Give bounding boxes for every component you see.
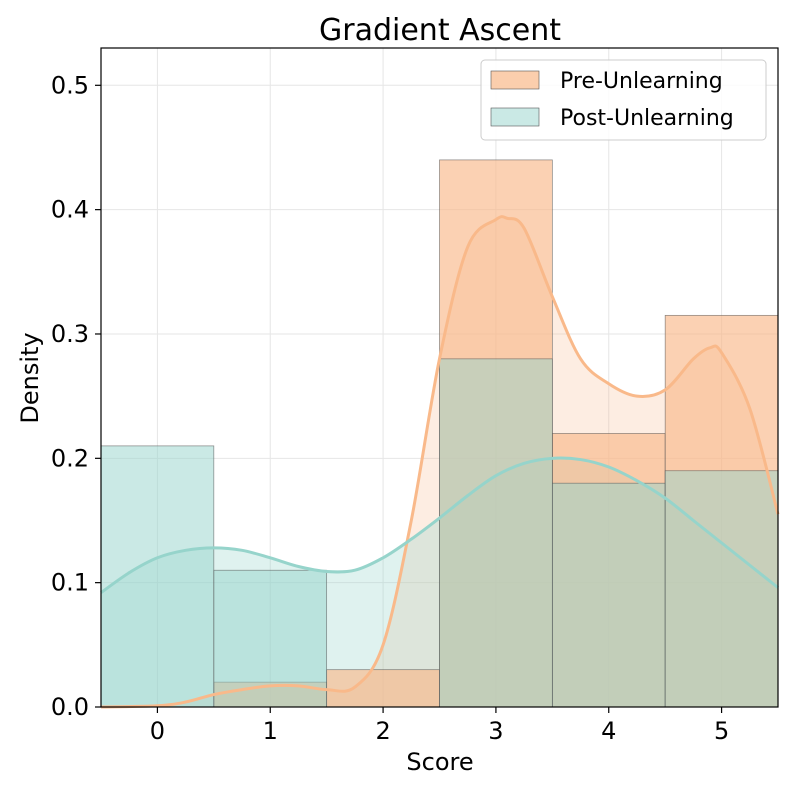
post-unlearning-bar — [664, 470, 779, 708]
y-tick-label: 0.2 — [51, 444, 89, 472]
x-tick-label: 5 — [714, 717, 729, 745]
legend: Pre-Unlearning Post-Unlearning — [480, 59, 767, 141]
y-tick-label: 0.4 — [51, 196, 89, 224]
y-tick-label: 0.3 — [51, 320, 89, 348]
x-tick-label: 0 — [150, 717, 165, 745]
post-unlearning-bar — [100, 445, 215, 708]
kde-curves — [100, 215, 780, 709]
plot-frame — [100, 47, 779, 708]
post-unlearning-bar — [213, 569, 328, 708]
x-tick-label: 1 — [263, 717, 278, 745]
chart-title: Gradient Ascent — [319, 13, 561, 48]
post-unlearning-bar — [551, 482, 666, 708]
x-tick-label: 2 — [375, 717, 390, 745]
post-unlearning-bar — [439, 358, 553, 708]
y-axis-label: Density — [16, 332, 44, 423]
legend-swatch-pre — [490, 70, 540, 90]
x-axis-label: Score — [406, 748, 473, 776]
kde-line-pre — [100, 215, 780, 709]
pre-unlearning-bar — [326, 669, 440, 708]
axis-ticks: 0 1 2 3 4 5 0.0 0.1 0.2 0.3 0.4 0.5 — [51, 71, 729, 745]
x-tick-label: 4 — [601, 717, 616, 745]
legend-swatch-post — [490, 107, 540, 127]
bars — [100, 159, 779, 708]
y-tick-label: 0.0 — [51, 693, 89, 721]
x-tick-label: 3 — [488, 717, 503, 745]
y-tick-label: 0.1 — [51, 569, 89, 597]
y-tick-label: 0.5 — [51, 71, 89, 99]
legend-label-pre: Pre-Unlearning — [560, 69, 723, 94]
kde-line-post — [100, 456, 779, 594]
legend-label-post: Post-Unlearning — [560, 106, 734, 131]
legend-frame — [480, 59, 767, 141]
